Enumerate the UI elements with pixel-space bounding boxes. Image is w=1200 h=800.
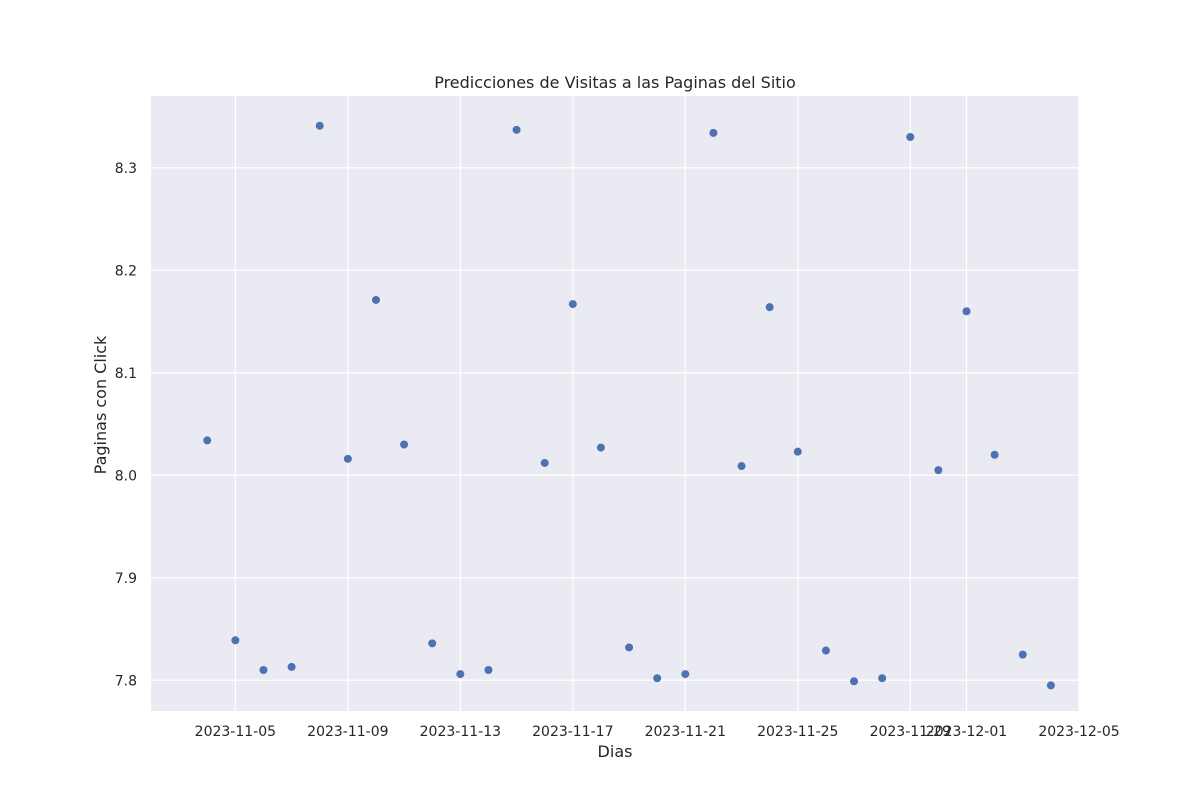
data-point bbox=[990, 450, 999, 459]
x-tick-label: 2023-12-01 bbox=[926, 724, 1007, 740]
data-point bbox=[400, 440, 409, 449]
data-point bbox=[315, 121, 324, 130]
data-point bbox=[737, 462, 746, 471]
data-point bbox=[343, 454, 352, 463]
data-point bbox=[709, 128, 718, 137]
y-tick-label: 8.2 bbox=[115, 263, 137, 279]
data-point bbox=[765, 303, 774, 312]
y-tick-label: 7.9 bbox=[115, 571, 137, 587]
data-point bbox=[203, 436, 212, 445]
x-axis-label: Dias bbox=[598, 742, 633, 761]
x-tick-label: 2023-11-17 bbox=[532, 724, 613, 740]
data-point bbox=[596, 443, 605, 452]
data-point bbox=[906, 133, 915, 141]
data-point bbox=[287, 662, 296, 671]
data-point bbox=[1046, 681, 1055, 690]
data-point bbox=[484, 666, 493, 674]
data-point bbox=[793, 447, 802, 456]
x-tick-label: 2023-11-21 bbox=[645, 724, 726, 740]
x-tick-label: 2023-11-13 bbox=[420, 724, 501, 740]
data-point bbox=[540, 458, 549, 467]
x-tick-labels: 2023-11-05 2023-11-09 2023-11-13 2023-11-17… bbox=[195, 724, 1120, 740]
x-tick-label: 2023-11-25 bbox=[757, 724, 838, 740]
data-point bbox=[512, 125, 521, 134]
data-point bbox=[625, 643, 634, 652]
y-tick-label: 8.1 bbox=[115, 366, 137, 382]
y-tick-label: 8.0 bbox=[115, 468, 137, 484]
data-point bbox=[934, 466, 943, 475]
data-point bbox=[456, 670, 465, 679]
chart-title: Predicciones de Visitas a las Paginas de… bbox=[434, 73, 796, 92]
y-gridlines bbox=[151, 167, 1079, 681]
data-point bbox=[821, 646, 830, 655]
x-tick-label: 2023-12-05 bbox=[1038, 724, 1119, 740]
data-point bbox=[653, 674, 662, 683]
data-point bbox=[568, 300, 577, 309]
x-tick-label: 2023-11-29 bbox=[870, 724, 951, 740]
y-tick-label: 7.8 bbox=[115, 673, 137, 689]
x-gridlines bbox=[234, 96, 1080, 711]
data-point bbox=[371, 295, 380, 304]
x-tick-label: 2023-11-05 bbox=[195, 724, 276, 740]
plot-background bbox=[151, 96, 1079, 711]
data-point bbox=[1018, 650, 1027, 659]
data-point bbox=[878, 674, 887, 683]
data-point bbox=[259, 666, 268, 674]
y-tick-labels: 7.8 7.9 8.0 8.1 8.2 8.3 bbox=[115, 161, 137, 690]
data-points bbox=[203, 121, 1055, 690]
data-point bbox=[681, 670, 690, 679]
x-tick-label: 2023-11-09 bbox=[307, 724, 388, 740]
data-point bbox=[231, 636, 240, 645]
data-point bbox=[428, 639, 437, 648]
data-point bbox=[962, 307, 971, 316]
data-point bbox=[850, 677, 859, 686]
y-axis-label: Paginas con Click bbox=[91, 335, 110, 474]
y-tick-label: 8.3 bbox=[115, 161, 137, 177]
